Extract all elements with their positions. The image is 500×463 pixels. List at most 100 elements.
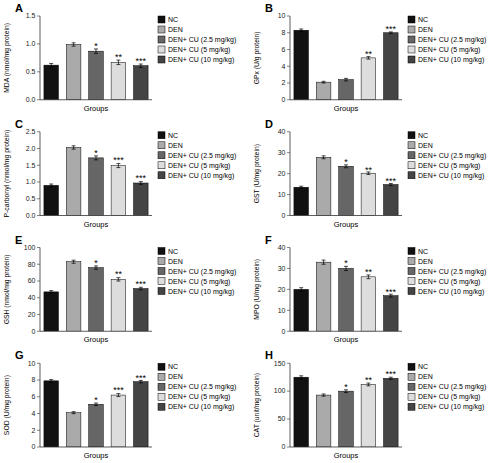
error-cap (344, 270, 348, 271)
error-bar (49, 63, 53, 66)
error-bar (299, 288, 303, 291)
legend: NCDENDEN+ CU (2.5 mg/kg)DEN+ CU (5 mg/kg… (408, 363, 486, 411)
error-line (301, 376, 302, 379)
y-axis-label: SOD (U/mg protein) (3, 375, 11, 435)
y-tick (287, 289, 290, 290)
x-axis-label: Groups (334, 104, 359, 113)
error-cap (139, 184, 143, 185)
annotation: ** (365, 49, 373, 59)
error-line (301, 288, 302, 291)
bar (294, 187, 309, 215)
y-axis-line (40, 16, 41, 100)
legend-swatch (408, 46, 415, 53)
legend-swatch (158, 393, 165, 400)
legend-swatch (158, 142, 165, 149)
legend: NCDENDEN+ CU (2.5 mg/kg)DEN+ CU (5 mg/kg… (408, 132, 486, 180)
error-line (73, 146, 74, 149)
legend-label: NC (168, 132, 178, 139)
annotation: ** (115, 269, 123, 279)
legend-swatch (158, 152, 165, 159)
y-tick (287, 83, 290, 84)
x-axis-line (290, 331, 402, 332)
bar (44, 65, 59, 100)
error-cap (299, 31, 303, 32)
y-tick-label: 0 (282, 96, 286, 103)
error-bar (322, 156, 326, 159)
legend: NCDENDEN+ CU (2.5 mg/kg)DEN+ CU (5 mg/kg… (408, 248, 486, 296)
error-cap (49, 382, 53, 383)
error-cap (322, 396, 326, 397)
bar (66, 44, 81, 99)
legend-swatch (408, 56, 415, 63)
error-line (323, 156, 324, 159)
y-tick-label: 4 (32, 410, 36, 417)
bar (44, 292, 59, 331)
y-tick (37, 396, 40, 397)
legend-swatch (158, 278, 165, 285)
legend-label: DEN (418, 258, 433, 265)
error-line (51, 184, 52, 187)
y-tick (37, 380, 40, 381)
error-bar (72, 43, 76, 46)
panel-label: C (15, 118, 23, 130)
y-tick (287, 16, 290, 17)
bar (384, 33, 399, 100)
error-cap (72, 149, 76, 150)
error-line (346, 78, 347, 81)
figure: A******0.00.51.01.5MDA (nmol/mg protein)… (0, 0, 500, 463)
y-axis-line (290, 363, 291, 447)
y-tick-label: 20 (28, 311, 36, 318)
y-tick-label: 0.5 (26, 68, 36, 75)
legend-swatch (408, 132, 415, 139)
error-line (51, 380, 52, 383)
legend-label: NC (168, 363, 178, 370)
legend-label: DEN (168, 258, 183, 265)
bar (89, 158, 104, 216)
annotation: * (94, 258, 98, 268)
y-tick-label: 0.0 (26, 212, 36, 219)
bar (111, 166, 126, 216)
bar (361, 277, 376, 331)
legend-label: DEN+ CU (5 mg/kg) (418, 278, 480, 286)
error-cap (72, 413, 76, 414)
y-tick-label: 100 (24, 244, 36, 251)
y-tick (37, 447, 40, 448)
y-tick (287, 49, 290, 50)
error-cap (72, 42, 76, 43)
bar (44, 185, 59, 215)
y-tick-label: 2.5 (26, 128, 36, 135)
y-tick-label: 2.0 (26, 145, 36, 152)
legend-swatch (158, 248, 165, 255)
y-tick-label: 0 (32, 328, 36, 335)
error-cap (344, 80, 348, 81)
y-tick-label: 6 (32, 393, 36, 400)
y-tick (287, 194, 290, 195)
error-bar (72, 146, 76, 149)
bar (134, 66, 149, 100)
y-tick-label: 80 (28, 261, 36, 268)
legend-swatch (158, 172, 165, 179)
legend-label: NC (168, 16, 178, 23)
legend-label: DEN+ CU (10 mg/kg) (418, 403, 484, 411)
y-tick (37, 314, 40, 315)
legend-swatch (408, 288, 415, 295)
y-tick-label: 50 (278, 415, 286, 422)
bar (384, 185, 399, 216)
error-cap (72, 145, 76, 146)
error-cap (72, 411, 76, 412)
error-cap (322, 81, 326, 82)
annotation: *** (136, 373, 147, 383)
y-tick-label: 0 (282, 212, 286, 219)
y-tick-label: 0.5 (26, 195, 36, 202)
error-cap (116, 64, 120, 65)
legend-label: DEN+ CU (10 mg/kg) (168, 56, 234, 64)
legend-swatch (158, 383, 165, 390)
bar (316, 82, 331, 100)
legend-swatch (408, 278, 415, 285)
error-line (51, 63, 52, 66)
marks (44, 260, 148, 331)
y-tick-label: 30 (278, 265, 286, 272)
legend-swatch (408, 142, 415, 149)
bar (294, 30, 309, 100)
error-bar (299, 186, 303, 188)
